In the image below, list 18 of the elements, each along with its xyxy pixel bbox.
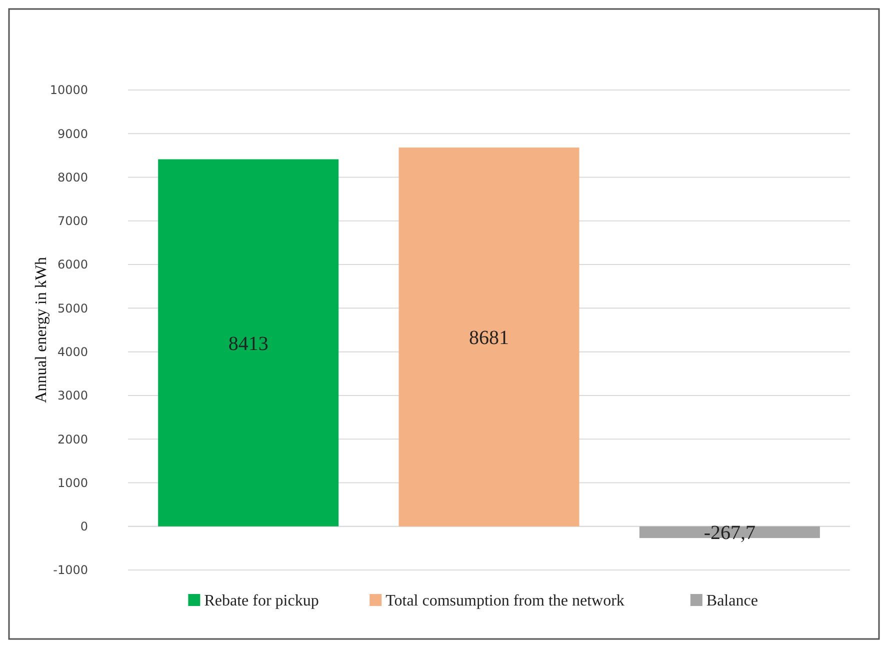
y-tick-label: -1000 bbox=[53, 563, 88, 578]
y-tick-label: 3000 bbox=[57, 388, 88, 403]
y-tick-label: 2000 bbox=[57, 432, 88, 446]
y-tick-label: 0 bbox=[80, 520, 88, 534]
legend-label: Balance bbox=[706, 592, 758, 610]
y-tick-label: 1000 bbox=[57, 476, 88, 490]
y-tick-label: 4000 bbox=[57, 345, 88, 360]
y-tick-label: 6000 bbox=[57, 258, 88, 272]
legend-label: Rebate for pickup bbox=[204, 592, 319, 610]
y-tick-label: 7000 bbox=[57, 214, 88, 228]
y-tick-label: 5000 bbox=[57, 301, 88, 316]
y-axis-title: Annual energy in kWh bbox=[33, 257, 50, 403]
y-tick-label: 9000 bbox=[57, 126, 88, 141]
data-label: 8681 bbox=[469, 326, 509, 349]
y-tick-label: 10000 bbox=[50, 83, 88, 98]
legend-label: Total comsumption from the network bbox=[386, 592, 624, 610]
y-tick-label: 8000 bbox=[57, 170, 88, 184]
data-label: 8413 bbox=[228, 332, 268, 355]
